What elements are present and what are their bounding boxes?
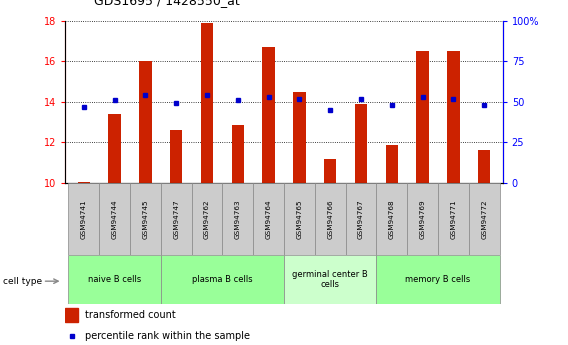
Bar [223,183,253,255]
Bar [284,183,315,255]
Bar [68,183,99,255]
Bar [130,183,161,255]
Bar [407,183,438,255]
Bar [139,61,152,183]
Text: GSM94747: GSM94747 [173,199,179,239]
Text: GSM94767: GSM94767 [358,199,364,239]
Bar [416,51,429,183]
Bar [355,104,367,183]
Text: GDS1695 / 1428550_at: GDS1695 / 1428550_at [94,0,240,7]
Bar [78,182,90,183]
Text: GSM94765: GSM94765 [296,199,302,239]
Bar [315,183,345,255]
Bar [377,255,500,304]
Bar [201,23,213,183]
Text: plasma B cells: plasma B cells [192,275,253,284]
Text: transformed count: transformed count [85,310,176,320]
Bar [438,183,469,255]
Bar [170,130,182,183]
Bar [377,183,407,255]
Text: GSM94741: GSM94741 [81,199,87,239]
Text: cell type: cell type [3,277,42,286]
Text: GSM94744: GSM94744 [111,199,118,239]
Bar [447,51,460,183]
Bar [345,183,377,255]
Bar [324,159,336,183]
Bar [65,308,78,322]
Text: GSM94745: GSM94745 [143,199,148,239]
Text: percentile rank within the sample: percentile rank within the sample [85,331,250,341]
Text: GSM94768: GSM94768 [389,199,395,239]
Bar [262,47,275,183]
Bar [469,183,500,255]
Text: GSM94763: GSM94763 [235,199,241,239]
Text: GSM94764: GSM94764 [266,199,272,239]
Bar [253,183,284,255]
Bar [99,183,130,255]
Text: GSM94769: GSM94769 [420,199,425,239]
Bar [478,150,490,183]
Text: GSM94771: GSM94771 [450,199,457,239]
Bar [68,255,161,304]
Text: naive B cells: naive B cells [88,275,141,284]
Text: memory B cells: memory B cells [406,275,471,284]
Bar [191,183,223,255]
Bar [161,183,191,255]
Bar [293,92,306,183]
Text: GSM94772: GSM94772 [481,199,487,239]
Bar [386,145,398,183]
Bar [161,255,284,304]
Text: germinal center B
cells: germinal center B cells [293,270,368,289]
Bar [232,125,244,183]
Text: GSM94762: GSM94762 [204,199,210,239]
Bar [284,255,377,304]
Bar [108,114,121,183]
Text: GSM94766: GSM94766 [327,199,333,239]
